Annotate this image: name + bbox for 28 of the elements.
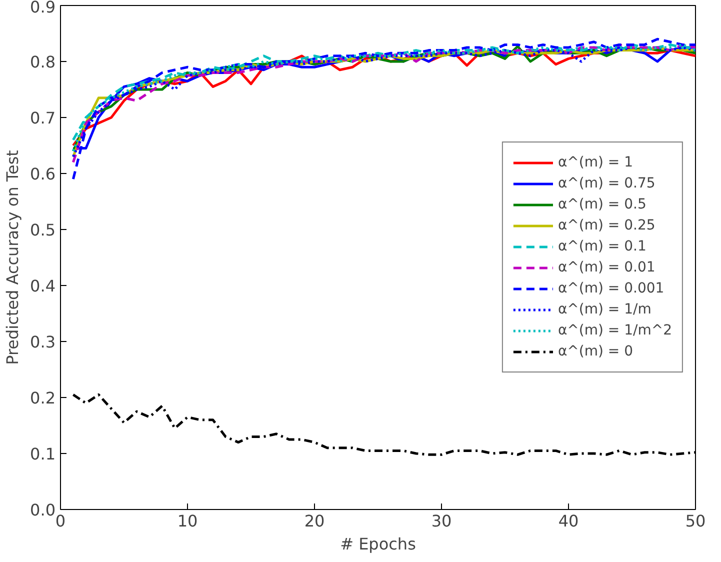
- x-tick-label: 0: [55, 512, 66, 530]
- y-tick-label: 0.9: [30, 0, 56, 16]
- legend-label: α^(m) = 0.5: [558, 196, 646, 214]
- y-tick-label: 0.5: [30, 220, 56, 240]
- y-tick-label: 0.2: [30, 388, 56, 408]
- legend-label: α^(m) = 0.75: [558, 174, 656, 194]
- y-tick-label: 0.3: [30, 332, 56, 352]
- y-tick-label: 0.7: [30, 108, 56, 128]
- x-tick-label: 40: [558, 512, 579, 530]
- y-tick-label: 0.8: [30, 52, 56, 72]
- y-tick-label: 0.1: [30, 444, 56, 464]
- legend-label: α^(m) = 1/m: [558, 300, 652, 320]
- y-tick-label: 0.0: [30, 500, 56, 520]
- x-tick-label: 50: [685, 512, 706, 530]
- x-axis-title: # Epochs: [340, 534, 416, 554]
- legend-label: α^(m) = 1: [558, 154, 633, 172]
- legend-label: α^(m) = 0.01: [558, 258, 656, 278]
- y-tick-label: 0.6: [30, 164, 56, 184]
- x-tick-label: 10: [177, 512, 198, 530]
- y-axis-title: Predicted Accuracy on Test: [3, 150, 22, 365]
- x-tick-label: 20: [304, 512, 325, 530]
- legend-label: α^(m) = 0.001: [558, 280, 664, 298]
- legend-label: α^(m) = 1/m^2: [558, 322, 672, 340]
- y-tick-label: 0.4: [30, 276, 56, 296]
- x-tick-label: 30: [431, 512, 452, 530]
- legend-label: α^(m) = 0.1: [558, 238, 646, 256]
- legend-label: α^(m) = 0: [558, 342, 633, 362]
- legend-label: α^(m) = 0.25: [558, 216, 656, 236]
